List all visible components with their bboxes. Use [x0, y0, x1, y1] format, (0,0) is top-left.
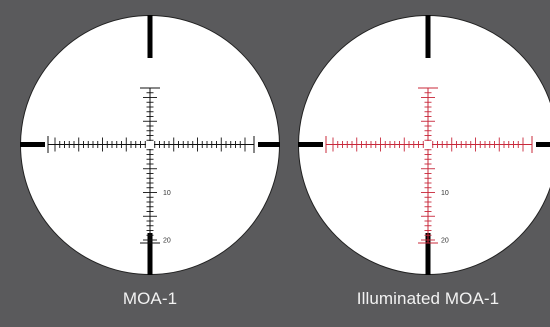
label-20: 20 [163, 238, 171, 245]
caption-illuminated-moa-1: Illuminated MOA-1 [356, 289, 500, 308]
moa-1-reticle-diagram: 10 20 [20, 15, 280, 275]
illuminated-moa-1-reticle-diagram: 10 20 [298, 15, 550, 275]
left-post [298, 142, 323, 147]
right-post [536, 142, 550, 147]
left-post [20, 142, 45, 147]
label-10: 10 [163, 190, 171, 197]
caption-moa-1: MOA-1 [122, 289, 178, 308]
bottom-post [147, 233, 153, 275]
top-post [147, 15, 153, 58]
top-post [425, 15, 431, 58]
reticle-view-illuminated-moa-1: 10 20 [298, 15, 550, 275]
right-post [258, 142, 280, 147]
label-20: 20 [441, 238, 449, 245]
label-10: 10 [441, 190, 449, 197]
reticle-view-moa-1: 10 20 [20, 15, 280, 275]
bottom-post [425, 233, 431, 275]
